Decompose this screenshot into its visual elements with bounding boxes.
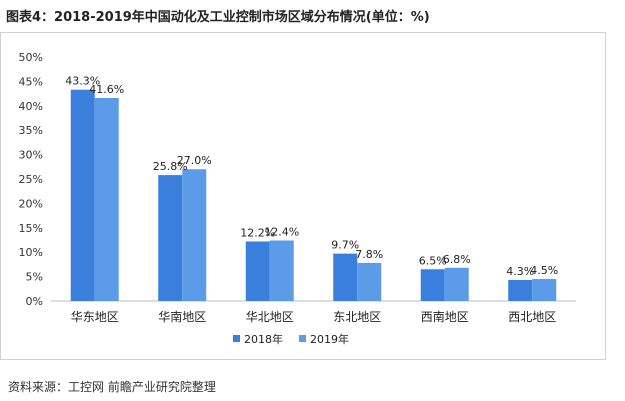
legend-label: 2019年 [310, 332, 349, 346]
y-tick-label: 15% [19, 222, 43, 235]
value-label: 27.0% [177, 154, 212, 167]
value-labels: 43.3%41.6% 25.8%27.0% 12.2%12.4% 9.7%7.8% 6.… [65, 75, 558, 278]
bar-1 [182, 169, 207, 301]
y-tick-label: 25% [19, 173, 43, 186]
chart-title: 图表4：2018-2019年中国动化及工业控制市场区域分布情况(单位：%) [6, 10, 430, 25]
source-note: 资料来源：工控网 前瞻产业研究院整理 [8, 380, 216, 394]
value-label: 9.7% [331, 239, 359, 252]
x-tick-label: 华北地区 [246, 310, 294, 324]
bar-0 [420, 269, 445, 301]
bar-1 [94, 97, 119, 301]
value-label: 12.2% [240, 226, 275, 239]
bar-0 [508, 280, 533, 301]
x-tick-label: 华东地区 [71, 310, 119, 324]
x-tick-label: 西南地区 [421, 309, 469, 324]
value-label: 4.5% [530, 264, 558, 277]
chart-frame: 0% 5% 10% 15% 20% 25% 30% 35% 40% 45% 50% 43.3% 41.… [0, 32, 606, 360]
value-label: 41.6% [89, 83, 124, 96]
bar-0 [70, 89, 95, 301]
bar-0 [333, 253, 358, 301]
y-tick-label: 35% [19, 124, 43, 137]
value-label: 6.8% [443, 253, 471, 266]
y-tick-label: 40% [19, 100, 43, 113]
y-tick-label: 30% [19, 149, 43, 162]
y-axis: 0% 5% 10% 15% 20% 25% 30% 35% 40% 45% 50% [19, 51, 576, 308]
y-tick-label: 5% [26, 271, 43, 284]
y-tick-label: 50% [19, 51, 43, 64]
x-tick-label: 华南地区 [158, 309, 206, 324]
value-label: 6.5% [419, 254, 447, 267]
value-label: 12.4% [264, 225, 299, 238]
x-tick-label: 西北地区 [508, 310, 556, 324]
x-axis: 华东地区 华南地区 华北地区 东北地区 西南地区 西北地区 [71, 309, 557, 324]
bar-0 [158, 175, 183, 301]
legend-label: 2018年 [244, 332, 283, 346]
bar-1 [532, 279, 557, 301]
y-tick-label: 45% [19, 75, 43, 88]
value-label: 43.3% [65, 75, 100, 88]
legend-swatch [299, 335, 306, 342]
bar-1 [269, 240, 294, 301]
value-label: 7.8% [355, 248, 383, 261]
value-label: 25.8% [153, 160, 188, 173]
legend: 2018年 2019年 [233, 332, 349, 346]
legend-swatch [233, 335, 240, 342]
bar-chart: 0% 5% 10% 15% 20% 25% 30% 35% 40% 45% 50% 43.3%41.… [19, 51, 576, 346]
bars [70, 89, 557, 301]
bar-1 [357, 262, 382, 301]
y-tick-label: 10% [19, 246, 43, 259]
bar-1 [444, 267, 469, 301]
y-tick-label: 20% [19, 197, 43, 210]
x-tick-label: 东北地区 [333, 310, 381, 324]
y-tick-label: 0% [26, 295, 43, 308]
value-label: 4.3% [506, 265, 534, 278]
bar-0 [245, 241, 270, 301]
